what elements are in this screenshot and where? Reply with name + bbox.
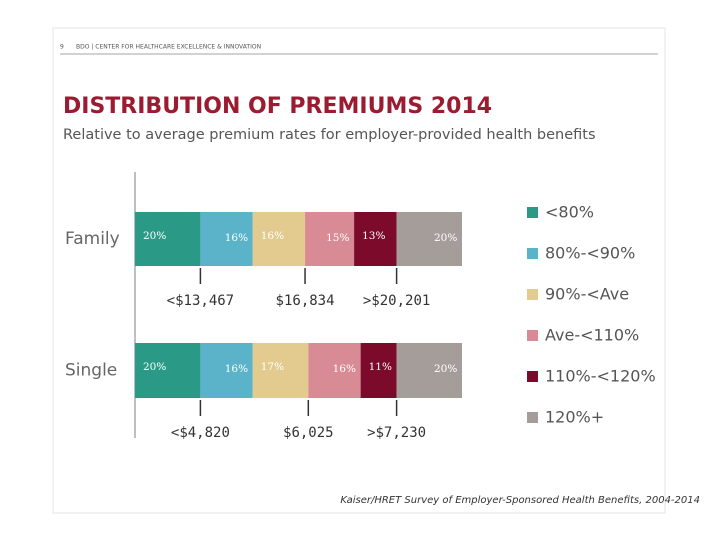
- bar-segment: [305, 212, 355, 266]
- value-label: 13%: [362, 230, 385, 242]
- legend-label: 110%-<120%: [545, 367, 656, 386]
- legend-swatch: [527, 289, 538, 300]
- bar-segment: [252, 343, 309, 398]
- legend-swatch: [527, 330, 538, 341]
- bar-segment: [360, 343, 397, 398]
- legend-swatch: [527, 207, 538, 218]
- value-label: 17%: [261, 361, 284, 373]
- chart-title: DISTRIBUTION OF PREMIUMS 2014: [63, 94, 492, 119]
- bar-segment: [354, 212, 397, 266]
- legend-label: 120%+: [545, 408, 604, 427]
- value-label: 16%: [333, 363, 356, 375]
- bar-segment: [252, 212, 306, 266]
- bar-segment: [135, 212, 201, 266]
- legend-label: 90%-<Ave: [545, 285, 629, 304]
- slide-frame: [52, 27, 666, 514]
- category-label: Single: [65, 361, 117, 381]
- annotation: <$4,820: [171, 425, 230, 441]
- bar-segment: [135, 343, 201, 398]
- value-label: 20%: [434, 363, 457, 375]
- bar-segment: [200, 212, 253, 266]
- bar-segment: [200, 343, 253, 398]
- value-label: 20%: [143, 230, 166, 242]
- annotation: >$7,230: [367, 425, 426, 441]
- page-number: 9: [60, 44, 64, 51]
- legend-label: Ave-<110%: [545, 326, 639, 345]
- annotation: >$20,201: [363, 293, 430, 309]
- chart-subtitle: Relative to average premium rates for em…: [63, 127, 596, 143]
- bar-segment: [308, 343, 361, 398]
- annotation: $16,834: [276, 293, 335, 309]
- annotation: <$13,467: [167, 293, 234, 309]
- legend-swatch: [527, 248, 538, 259]
- bar-segment: [396, 343, 462, 398]
- value-label: 20%: [143, 361, 166, 373]
- legend-swatch: [527, 412, 538, 423]
- category-label: Family: [65, 229, 120, 249]
- annotation: $6,025: [283, 425, 334, 441]
- value-label: 15%: [326, 232, 349, 244]
- legend-label: 80%-<90%: [545, 244, 635, 263]
- value-label: 16%: [225, 232, 248, 244]
- bar-segment: [396, 212, 462, 266]
- source-note: Kaiser/HRET Survey of Employer-Sponsored…: [340, 495, 700, 506]
- legend-swatch: [527, 371, 538, 382]
- value-label: 20%: [434, 232, 457, 244]
- value-label: 16%: [225, 363, 248, 375]
- legend-label: <80%: [545, 203, 594, 222]
- value-label: 16%: [261, 230, 284, 242]
- value-label: 11%: [369, 361, 392, 373]
- header-text: BDO | CENTER FOR HEALTHCARE EXCELLENCE &…: [76, 44, 261, 51]
